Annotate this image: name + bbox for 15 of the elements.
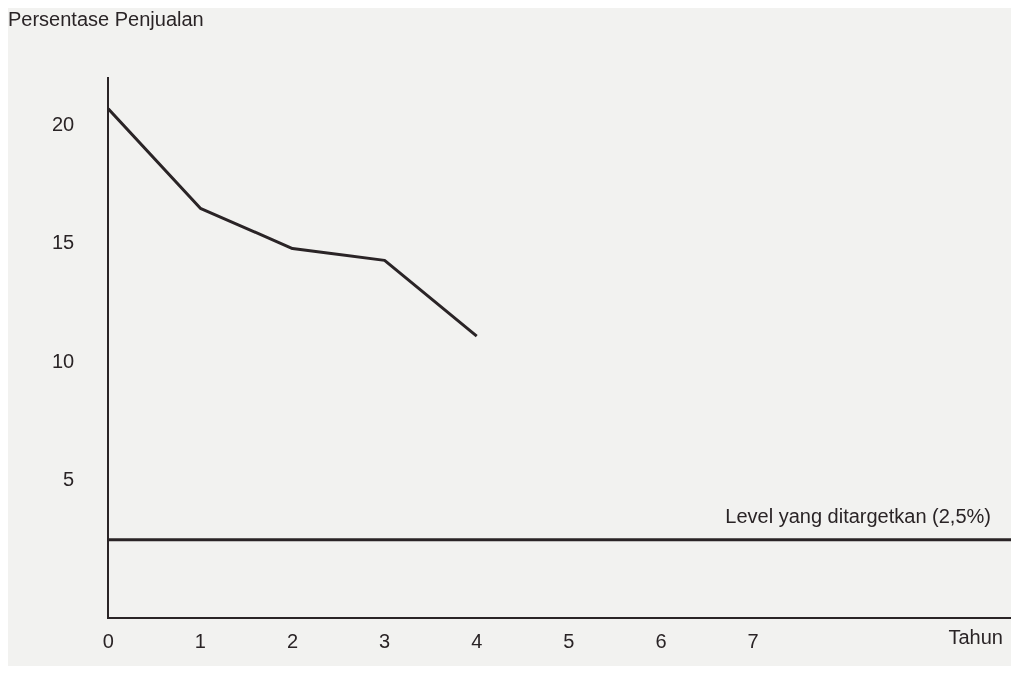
y-tick-label: 10 bbox=[52, 349, 75, 372]
ref-line-label: Level yang ditargetkan (2,5%) bbox=[725, 505, 991, 528]
x-tick-label: 3 bbox=[379, 629, 391, 652]
y-axis-title: Persentase Penjualan bbox=[8, 7, 204, 30]
x-tick-label: 7 bbox=[747, 629, 759, 652]
x-tick-label: 4 bbox=[471, 629, 483, 652]
x-tick-label: 6 bbox=[655, 629, 667, 652]
x-tick-label: 1 bbox=[194, 629, 206, 652]
x-tick-label: 2 bbox=[286, 629, 299, 652]
x-axis-title: Tahun bbox=[948, 625, 1003, 648]
y-tick-label: 20 bbox=[52, 112, 75, 135]
x-tick-label: 5 bbox=[563, 629, 575, 652]
y-tick-label: 5 bbox=[63, 468, 75, 491]
y-tick-label: 15 bbox=[52, 231, 75, 254]
x-tick-label: 0 bbox=[102, 629, 114, 652]
